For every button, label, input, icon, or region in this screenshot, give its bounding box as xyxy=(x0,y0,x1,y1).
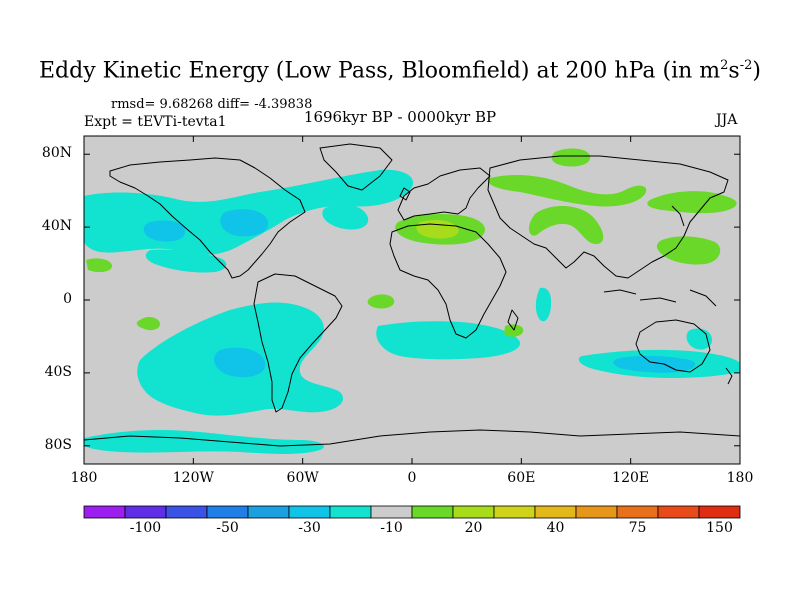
colorbar-swatch xyxy=(411,505,454,519)
south-pacific-core xyxy=(213,347,266,378)
lon-tick-label: 60E xyxy=(507,470,536,486)
lon-tick-label: 0 xyxy=(407,470,417,486)
lon-tick-label: 180 xyxy=(70,470,98,486)
west-pacific-patch xyxy=(656,236,721,265)
lon-tick-label: 120W xyxy=(172,470,214,486)
north-america-coast xyxy=(109,157,306,279)
period-label: 1696kyr BP - 0000kyr BP xyxy=(303,108,497,126)
indonesia-coast xyxy=(603,289,717,307)
colorbar-swatch xyxy=(575,505,618,519)
colorbar-label: 75 xyxy=(628,520,647,536)
colorbar-swatch xyxy=(534,505,577,519)
asia-coast xyxy=(487,155,729,279)
colorbar-swatch xyxy=(616,505,659,519)
colorbar-label: -50 xyxy=(216,520,239,536)
lat-tick-label: 40S xyxy=(44,363,72,380)
asia-loop xyxy=(528,205,604,244)
strong-negative-regions xyxy=(143,209,696,378)
colorbar-label: -100 xyxy=(129,520,162,536)
axis-ticks xyxy=(83,136,741,464)
colorbar-swatch xyxy=(698,505,741,519)
africa-coast xyxy=(389,223,507,339)
stats-text: rmsd= 9.68268 diff= -4.39838 xyxy=(111,97,313,112)
colorbar xyxy=(83,505,741,519)
colorbar-label: 40 xyxy=(546,520,565,536)
south-pacific-patch xyxy=(136,317,160,331)
positive-anomaly-regions xyxy=(86,148,737,337)
colorbar-swatch xyxy=(370,505,413,519)
experiment-label: Expt = tEVTi-tevta1 xyxy=(84,114,227,130)
plot-title: Eddy Kinetic Energy (Low Pass, Bloomfiel… xyxy=(39,58,761,84)
antarctic-coast-band xyxy=(84,430,324,454)
colorbar-label: 20 xyxy=(464,520,483,536)
colorbar-swatch xyxy=(247,505,290,519)
colorbar-swatch xyxy=(329,505,372,519)
south-indian-core xyxy=(613,355,696,373)
lat-tick-label: 0 xyxy=(63,291,72,307)
pacific-tongue xyxy=(145,249,227,273)
eurasia-band xyxy=(488,174,647,207)
greenland-coast xyxy=(319,143,393,191)
lon-tick-label: 120E xyxy=(612,470,650,486)
lat-tick-label: 80S xyxy=(44,436,72,453)
south-atlantic-blob xyxy=(376,321,521,360)
indian-ocean-patch xyxy=(535,287,552,322)
colorbar-label: -10 xyxy=(380,520,403,536)
new-zealand-coast xyxy=(725,367,733,385)
colorbar-label: 150 xyxy=(706,520,733,536)
north-atlantic-core xyxy=(220,209,269,237)
lat-tick-label: 40N xyxy=(41,218,72,235)
map-field xyxy=(84,136,740,464)
colorbar-swatch xyxy=(288,505,331,519)
uk-coast xyxy=(399,187,411,201)
indian-ocean-equatorial xyxy=(504,324,524,337)
colorbar-swatch xyxy=(165,505,208,519)
colorbar-swatch xyxy=(493,505,536,519)
siberia-top xyxy=(551,148,591,167)
madagascar-coast xyxy=(507,309,519,331)
colorbar-swatch xyxy=(83,505,126,519)
north-atlantic-core-2 xyxy=(143,220,185,242)
colorbar-swatch xyxy=(452,505,495,519)
europe-coast xyxy=(397,167,491,221)
antarctica-coast xyxy=(84,429,740,447)
coastlines xyxy=(84,143,740,447)
colorbar-swatch xyxy=(657,505,700,519)
west-atlantic-blob xyxy=(322,204,369,230)
atlantic-equatorial-patch xyxy=(367,294,395,309)
lon-tick-label: 60W xyxy=(286,470,319,486)
east-pacific-patch xyxy=(86,258,112,273)
colorbar-label: -30 xyxy=(298,520,321,536)
season-label: JJA xyxy=(716,112,738,128)
lon-tick-label: 180 xyxy=(726,470,754,486)
colorbar-swatch xyxy=(206,505,249,519)
lat-tick-label: 80N xyxy=(41,145,72,162)
japan-coast xyxy=(671,205,685,227)
south-america-coast xyxy=(253,273,343,413)
colorbar-swatch xyxy=(124,505,167,519)
australia-coast xyxy=(635,319,711,373)
